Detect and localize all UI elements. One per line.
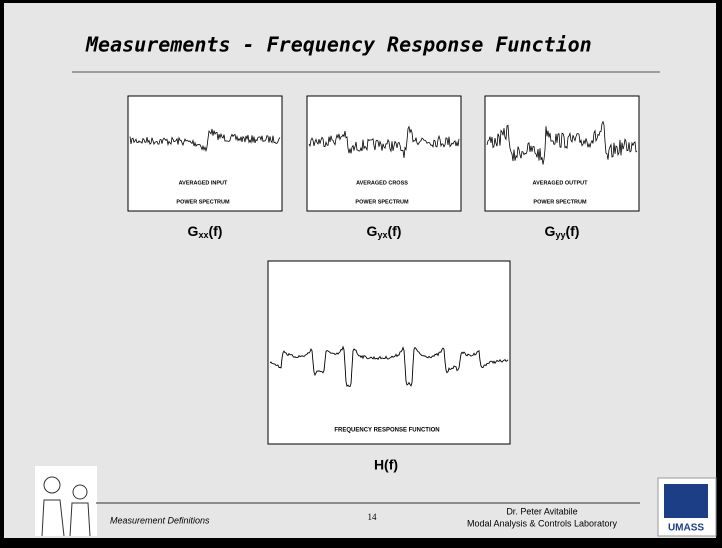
- cartoon-head: [43, 476, 61, 494]
- footer-lab: Modal Analysis & Controls Laboratory: [467, 518, 618, 528]
- caption-suffix: (f): [565, 223, 579, 239]
- cartoon-body: [41, 499, 91, 537]
- panel-label: AVERAGED CROSS: [356, 180, 408, 186]
- panel-label: AVERAGED INPUT: [179, 180, 228, 186]
- cartoon-head: [72, 484, 88, 500]
- caption-sub: xx: [198, 230, 208, 240]
- signal: [486, 120, 638, 165]
- caption-sub: yy: [555, 230, 565, 240]
- caption-sub: yx: [377, 230, 387, 240]
- panel-frame: [306, 95, 462, 212]
- caption-suffix: (f): [387, 223, 401, 239]
- panel-label: POWER SPECTRUM: [533, 199, 587, 205]
- panel-label: POWER SPECTRUM: [355, 199, 409, 205]
- logo-text: UMASS: [668, 523, 704, 534]
- caption-base: G: [545, 223, 556, 239]
- footer-left: Measurement Definitions: [110, 515, 210, 525]
- caption-base: G: [188, 223, 199, 239]
- signal: [129, 128, 281, 153]
- frf-curve: [269, 345, 509, 388]
- frf-caption: H(f): [374, 457, 398, 473]
- panel-caption: Gxx(f): [188, 223, 223, 241]
- page-number: 14: [368, 512, 378, 522]
- panel-frame: [484, 95, 640, 212]
- panel-frame: [127, 95, 283, 212]
- caption-base: G: [367, 223, 378, 239]
- frf-label: FREQUENCY RESPONSE FUNCTION: [334, 428, 439, 434]
- footer-author: Dr. Peter Avitabile: [506, 506, 577, 516]
- logo-mark: [664, 484, 708, 518]
- signal: [308, 125, 460, 158]
- caption-suffix: (f): [208, 223, 222, 239]
- cartoon-bg: [35, 466, 97, 536]
- title: Measurements - Frequency Response Functi…: [85, 33, 592, 57]
- cartoon: [35, 466, 97, 537]
- panel-caption: Gyx(f): [367, 223, 402, 241]
- panel-caption: Gyy(f): [545, 223, 580, 241]
- frf-frame: [267, 260, 511, 445]
- panel-label: AVERAGED OUTPUT: [533, 180, 589, 186]
- panel-label: POWER SPECTRUM: [176, 199, 230, 205]
